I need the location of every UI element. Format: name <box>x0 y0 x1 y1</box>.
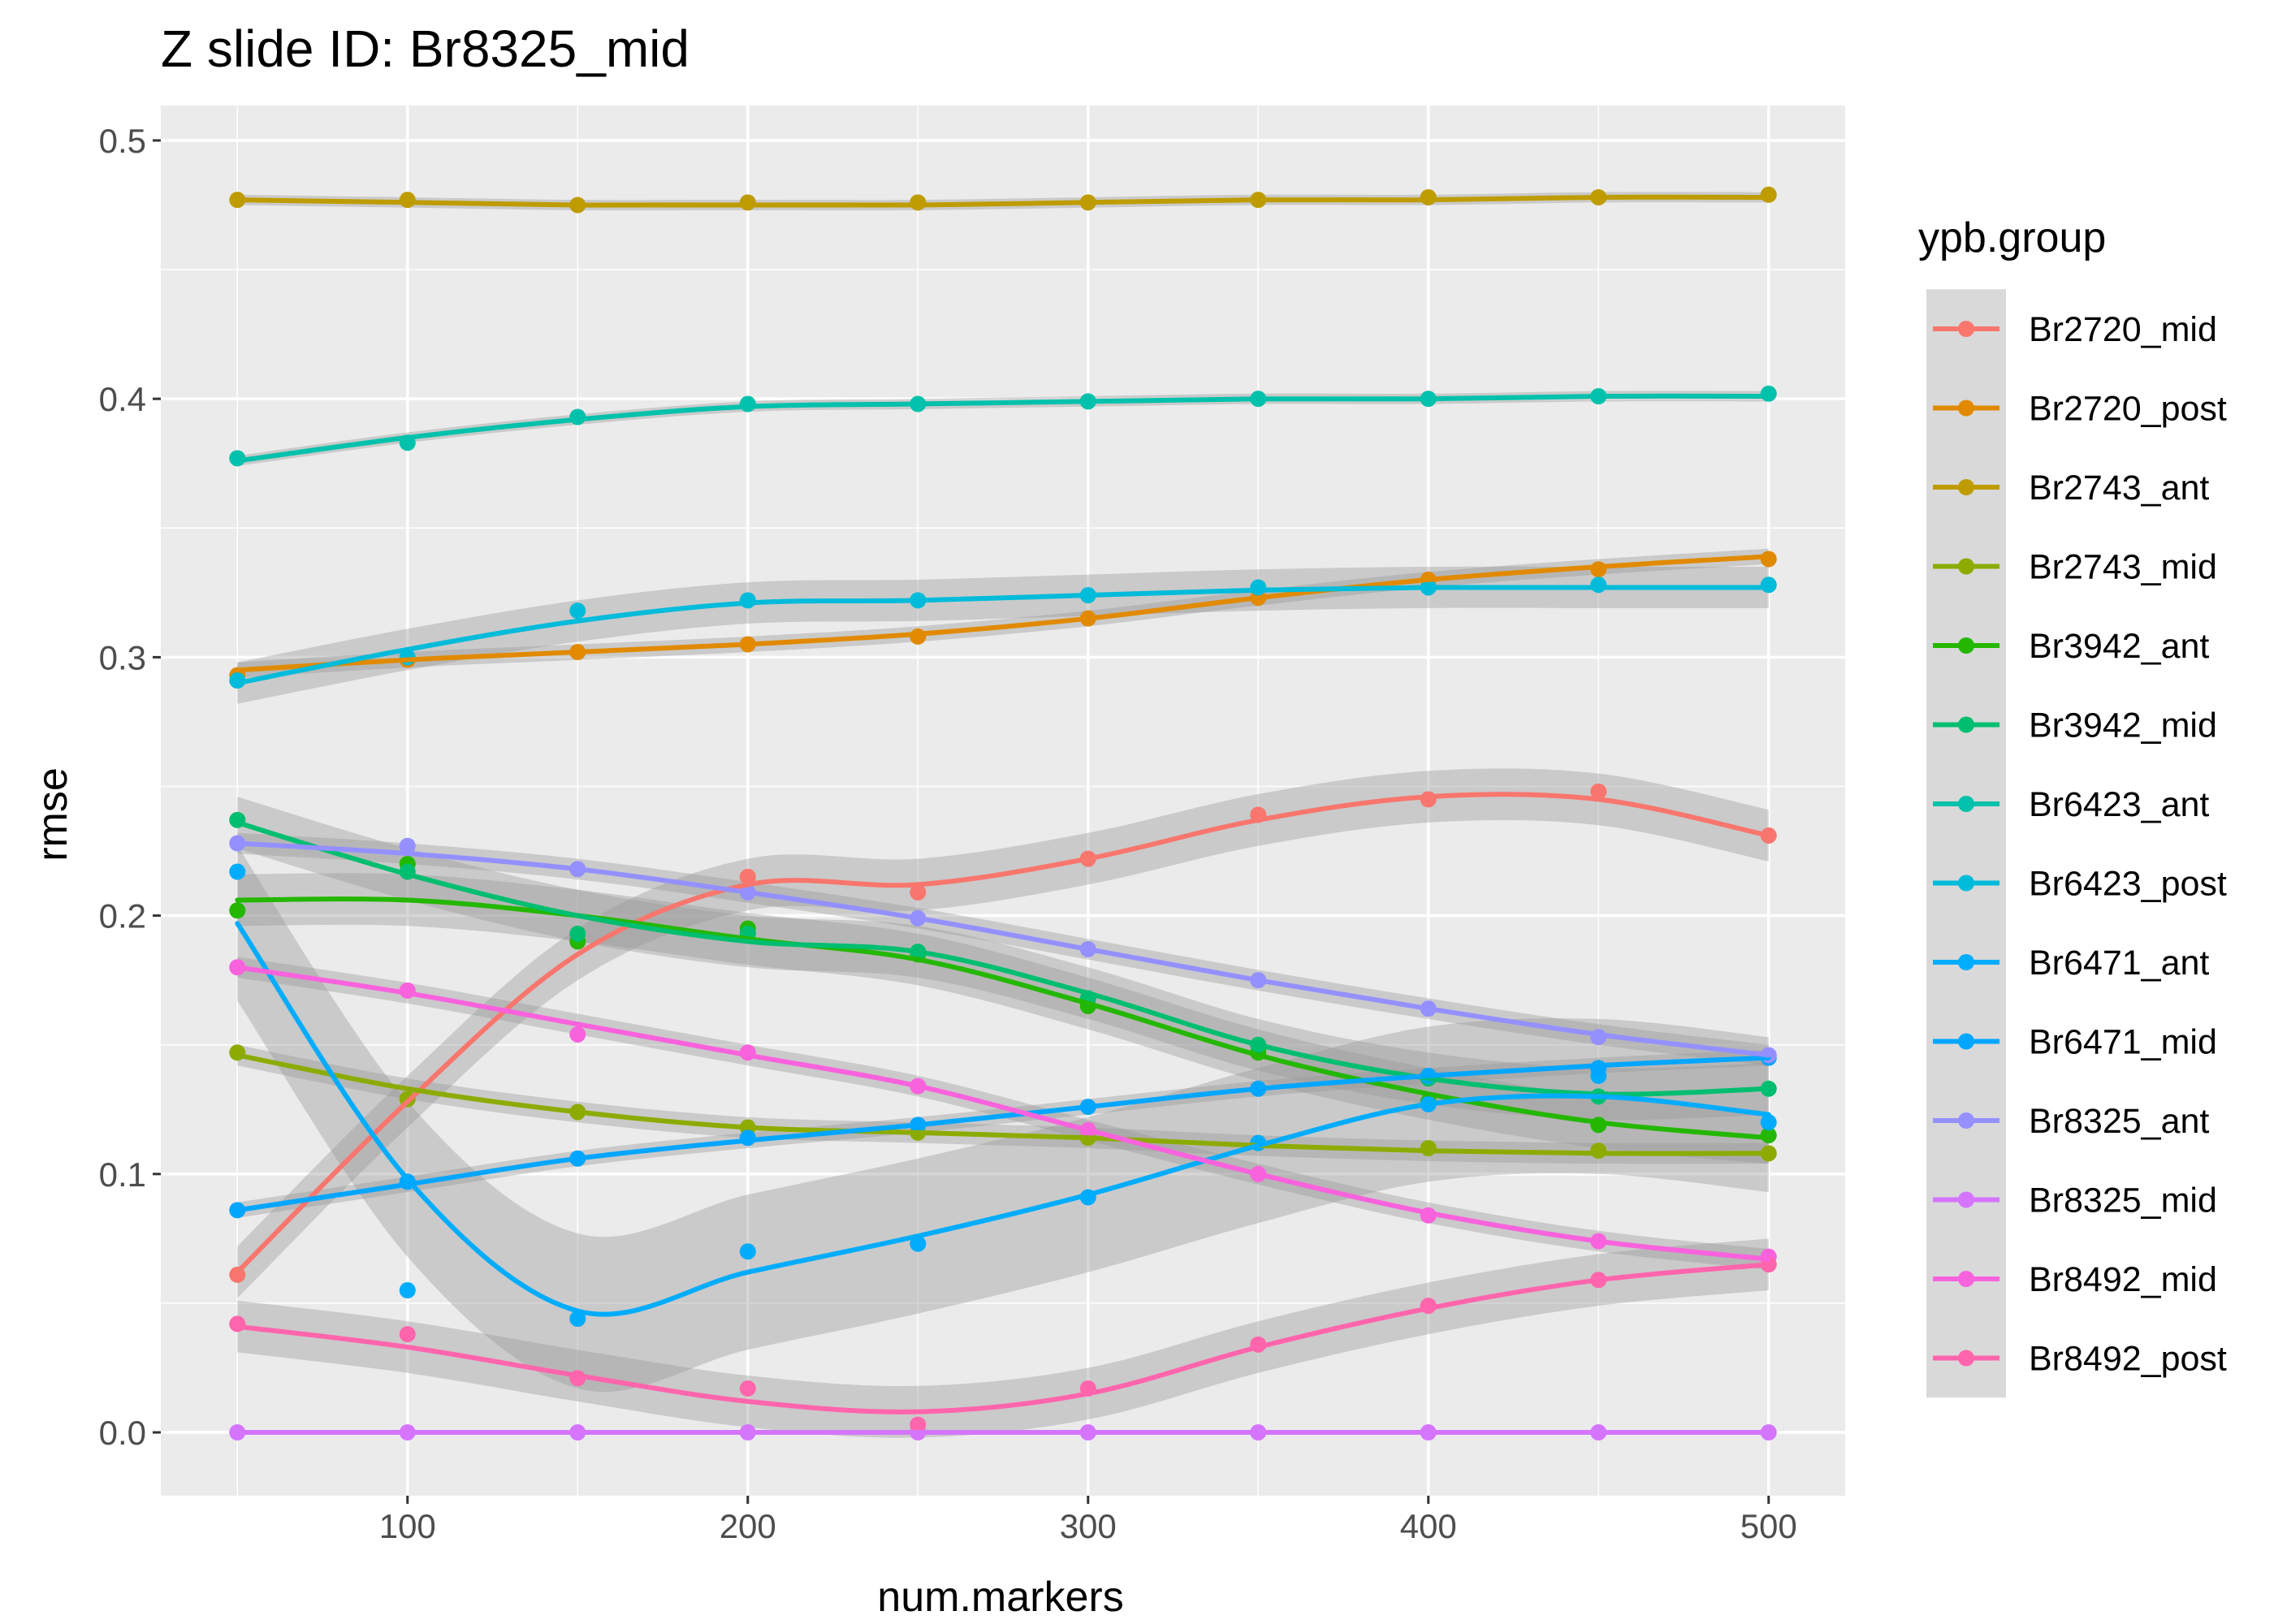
y-axis-title: rmse <box>29 767 76 862</box>
confidence-band <box>237 797 1769 1121</box>
y-tick-label: 0.2 <box>99 897 146 935</box>
legend-key-point <box>1958 1350 1974 1367</box>
series-line <box>235 1055 1771 1213</box>
legend-label: Br2743_ant <box>2029 469 2209 508</box>
legend-key-point <box>1958 637 1974 654</box>
confidence-band <box>237 548 1769 678</box>
data-point <box>569 1026 586 1043</box>
data-point <box>569 1311 586 1328</box>
series-line <box>235 792 1771 1275</box>
legend-key-point <box>1958 875 1974 892</box>
x-tick-label: 100 <box>379 1507 436 1545</box>
legend-label: Br6423_ant <box>2029 785 2209 824</box>
data-point <box>399 1282 416 1299</box>
legend-key-point <box>1958 796 1974 812</box>
series-line <box>235 965 1771 1262</box>
legend-key-point <box>1958 321 1974 337</box>
y-axis: 0.0 0.1 0.2 0.3 0.4 0.5 <box>99 122 161 1452</box>
series-line <box>235 1262 1771 1415</box>
y-tick-label: 0.1 <box>99 1155 146 1194</box>
confidence-band <box>237 957 1769 1270</box>
legend-key-background <box>1926 289 2006 1398</box>
legend-label: Br8325_ant <box>2029 1102 2209 1141</box>
data-point <box>1590 577 1607 594</box>
legend: ypb.group Br2720_mid Br2720_post Br2743_an… <box>1918 214 2227 1398</box>
data-point <box>1760 385 1777 402</box>
data-point <box>1590 1142 1607 1160</box>
confidence-band <box>237 832 1769 1066</box>
legend-label: Br6471_mid <box>2029 1023 2217 1062</box>
data-point <box>399 837 416 854</box>
x-tick-label: 300 <box>1060 1507 1117 1545</box>
data-point <box>569 925 586 942</box>
series-line <box>235 554 1771 673</box>
confidence-band <box>237 1238 1769 1438</box>
y-tick-label: 0.0 <box>99 1414 146 1452</box>
legend-key-point <box>1958 1112 1974 1129</box>
series-line <box>235 393 1771 464</box>
legend-label: Br2743_mid <box>2029 548 2217 587</box>
confidence-band <box>237 566 1769 704</box>
legend-key-point <box>1958 400 1974 417</box>
legend-key-point <box>1958 1191 1974 1208</box>
series-line <box>235 820 1771 1097</box>
legend-label: Br6471_ant <box>2029 944 2209 983</box>
series-line <box>235 194 1771 208</box>
legend-label: Br8492_post <box>2029 1340 2227 1379</box>
series-line <box>235 921 1771 1317</box>
data-point <box>1760 186 1777 203</box>
legend-label: Br3942_ant <box>2029 627 2209 666</box>
data-point <box>1760 577 1777 594</box>
data-point <box>399 192 416 209</box>
confidence-band <box>237 873 1769 1164</box>
confidence-band <box>237 845 1769 1393</box>
legend-key-point <box>1958 954 1974 970</box>
x-tick-label: 400 <box>1400 1507 1457 1545</box>
data-point <box>1760 1114 1777 1131</box>
data-point <box>569 603 586 620</box>
legend-key-point <box>1958 1271 1974 1287</box>
chart-title: Z slide ID: Br8325_mid <box>161 19 690 78</box>
data-point <box>739 194 756 211</box>
data-point <box>910 883 927 901</box>
plot-background <box>161 106 1845 1496</box>
plot-area <box>161 106 1845 1496</box>
x-axis: 100 200 300 400 500 <box>379 1496 1797 1545</box>
series-line <box>235 1052 1771 1156</box>
data-point <box>399 1326 416 1343</box>
data-point <box>229 902 246 919</box>
data-point <box>1250 579 1267 596</box>
data-point <box>1590 783 1607 800</box>
legend-key-point <box>1958 558 1974 575</box>
series-line <box>235 840 1771 1058</box>
y-tick-label: 0.3 <box>99 638 146 676</box>
series-line <box>235 896 1771 1141</box>
legend-label: Br3942_mid <box>2029 706 2217 745</box>
data-point <box>229 863 246 880</box>
legend-label: Br6423_post <box>2029 865 2227 904</box>
legend-label: Br2720_post <box>2029 390 2227 429</box>
data-point <box>910 194 927 211</box>
y-tick-label: 0.4 <box>99 380 146 418</box>
data-point <box>1420 188 1437 205</box>
legend-key-point <box>1958 479 1974 495</box>
x-tick-label: 500 <box>1740 1507 1797 1545</box>
legend-key-point <box>1958 1033 1974 1050</box>
legend-label: Br8492_mid <box>2029 1260 2217 1299</box>
legend-key-point <box>1958 716 1974 733</box>
data-point <box>910 1235 927 1252</box>
data-point <box>739 1243 756 1260</box>
data-point <box>739 1380 756 1397</box>
legend-title: ypb.group <box>1918 214 2106 261</box>
series-line <box>235 585 1771 686</box>
x-tick-label: 200 <box>720 1507 776 1545</box>
y-tick-label: 0.5 <box>99 122 146 160</box>
legend-label: Br2720_mid <box>2029 310 2217 349</box>
data-point <box>739 868 756 885</box>
legend-label: Br8325_mid <box>2029 1181 2217 1220</box>
x-axis-title: num.markers <box>877 1574 1123 1621</box>
data-point <box>910 1416 927 1433</box>
